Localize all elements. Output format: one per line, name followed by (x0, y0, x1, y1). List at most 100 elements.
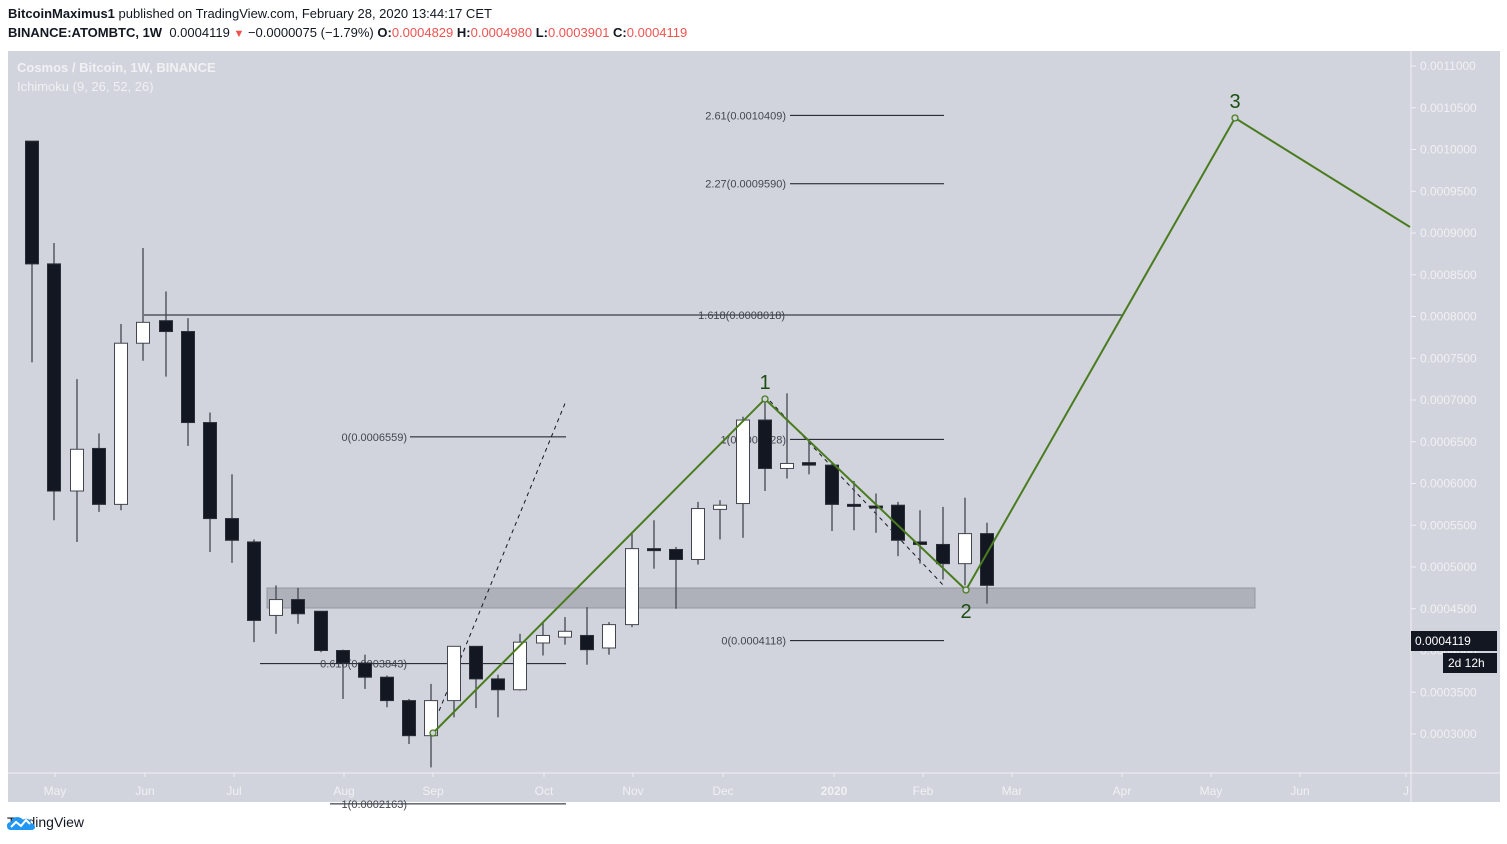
candle-down[interactable] (225, 518, 239, 541)
candle-down[interactable] (92, 447, 106, 505)
candle-up[interactable] (136, 321, 150, 344)
fib-level-label: 2.27(0.0009590) (705, 179, 786, 191)
fib-level-label: 2.61(0.0010409) (705, 110, 786, 122)
price-axis-label: 0.0006500 (1420, 435, 1477, 449)
candle-up[interactable] (269, 599, 283, 616)
candle-up[interactable] (447, 645, 461, 702)
candle-up[interactable] (736, 419, 750, 505)
candle-up[interactable] (780, 462, 794, 469)
open-value: 0.0004829 (391, 25, 454, 40)
candle-down[interactable] (669, 548, 683, 560)
current-price-tag: 0.0004119 (1411, 631, 1497, 651)
candle-up[interactable] (558, 630, 572, 638)
time-axis-label: Jun (1290, 784, 1309, 798)
price-change: −0.0000075 (−1.79%) (247, 25, 374, 40)
candle-down[interactable] (380, 676, 394, 702)
indicator-legend[interactable]: Ichimoku (9, 26, 52, 26) (17, 79, 154, 94)
wave-label-2: 2 (960, 601, 971, 623)
price-axis-label: 0.0009000 (1420, 226, 1477, 240)
candle-up[interactable] (958, 533, 972, 565)
candle-down[interactable] (802, 462, 816, 466)
candle-up[interactable] (513, 641, 527, 691)
fib-level-label: 0(0.0004118) (721, 636, 786, 648)
wave-label-1: 1 (759, 372, 770, 394)
candle-down[interactable] (203, 422, 217, 520)
candle-down[interactable] (825, 464, 839, 505)
bar-countdown-tag: 2d 12h (1443, 653, 1497, 673)
last-price: 0.0004119 (169, 25, 230, 40)
symbol-info: BINANCE:ATOMBTC, 1W 0.0004119 ▼ −0.00000… (8, 25, 687, 40)
candle-up[interactable] (602, 624, 616, 649)
candle-up[interactable] (70, 448, 84, 492)
price-axis-label: 0.0007000 (1420, 393, 1477, 407)
time-axis-label: Mar (1002, 784, 1023, 798)
price-axis-label: 0.0008000 (1420, 310, 1477, 324)
open-label: O: (377, 25, 392, 40)
candle-down[interactable] (247, 541, 261, 621)
symbol: BINANCE:ATOMBTC, 1W (8, 25, 163, 40)
price-axis-label: 0.0005000 (1420, 560, 1477, 574)
wave-point-handle[interactable] (761, 395, 769, 403)
time-axis-label: Oct (535, 784, 554, 798)
candle-down[interactable] (25, 140, 39, 265)
candle-down[interactable] (358, 662, 372, 678)
wave-label-3: 3 (1229, 91, 1240, 113)
wave-point-handle[interactable] (962, 586, 970, 594)
candle-up[interactable] (114, 342, 128, 505)
author[interactable]: BitcoinMaximus1 (8, 6, 115, 21)
high-value: 0.0004980 (470, 25, 533, 40)
price-axis-label: 0.0006000 (1420, 477, 1477, 491)
price-axis-label: 0.0004500 (1420, 602, 1477, 616)
candle-down[interactable] (314, 610, 328, 652)
candle-up[interactable] (536, 634, 550, 644)
footer-brand[interactable]: TradingView (7, 814, 84, 830)
candle-down[interactable] (869, 505, 883, 509)
published-text: published on TradingView.com, February 2… (118, 6, 492, 21)
chart-area[interactable] (8, 51, 1500, 802)
fib-level-label: 1.618(0.0008018) (698, 310, 785, 322)
wave-point-handle[interactable] (429, 729, 437, 737)
candle-down[interactable] (647, 548, 661, 552)
publish-info: BitcoinMaximus1 published on TradingView… (8, 6, 492, 21)
candle-down[interactable] (758, 419, 772, 469)
price-axis-label: 0.0008500 (1420, 268, 1477, 282)
price-axis-label: 0.0003500 (1420, 685, 1477, 699)
time-axis-label: May (1200, 784, 1223, 798)
close-label: C: (613, 25, 627, 40)
candle-down[interactable] (291, 599, 305, 615)
time-axis-label: Dec (712, 784, 733, 798)
candle-down[interactable] (580, 634, 594, 651)
candle-down[interactable] (491, 678, 505, 691)
price-axis-label: 0.0010500 (1420, 101, 1477, 115)
time-axis-label: Sep (422, 784, 444, 798)
time-axis-label: Jun (135, 784, 154, 798)
candle-down[interactable] (936, 543, 950, 565)
close-value: 0.0004119 (626, 25, 688, 40)
time-axis-label: Apr (1113, 784, 1132, 798)
low-label: L: (535, 25, 548, 40)
wave-point-handle[interactable] (1231, 114, 1239, 122)
time-axis-label: Nov (622, 784, 643, 798)
candle-down[interactable] (402, 700, 416, 737)
time-axis-label: Aug (333, 784, 354, 798)
candle-down[interactable] (913, 541, 927, 545)
fib-level-label: 1(0.0002163) (342, 799, 407, 811)
candle-up[interactable] (713, 504, 727, 510)
candle-down[interactable] (847, 503, 861, 507)
time-axis-label: 2020 (821, 784, 848, 798)
candle-down[interactable] (469, 645, 483, 680)
fib-level-label: 0(0.0006559) (342, 432, 407, 444)
candle-down[interactable] (891, 504, 905, 541)
candle-up[interactable] (625, 548, 639, 626)
time-axis-label: May (44, 784, 67, 798)
high-label: H: (456, 25, 471, 40)
candle-down[interactable] (159, 320, 173, 333)
tradingview-logo-icon (7, 817, 35, 830)
price-axis-label: 0.0007500 (1420, 351, 1477, 365)
candle-up[interactable] (691, 508, 705, 560)
candle-down[interactable] (181, 331, 195, 424)
candle-down[interactable] (336, 650, 350, 664)
support-zone[interactable] (266, 587, 1256, 609)
candle-down[interactable] (47, 263, 61, 492)
